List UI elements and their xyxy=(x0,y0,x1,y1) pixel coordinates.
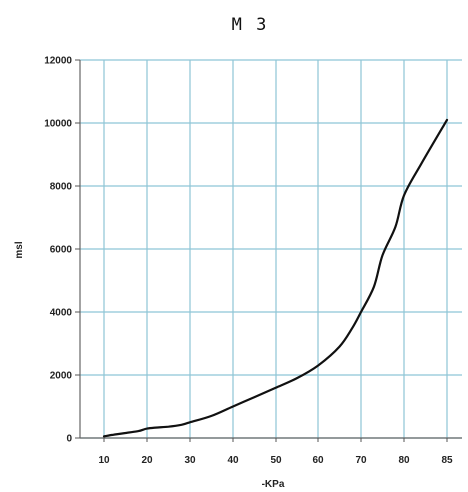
y-axis-label: msl xyxy=(14,241,25,258)
y-tick-label-12000: 12000 xyxy=(44,56,72,67)
x-tick-label-60: 60 xyxy=(312,455,324,466)
y-tick-label-10000: 10000 xyxy=(44,119,72,130)
tick-labels: 0 2000 4000 6000 8000 10000 12000 10 20 30 40 50 60 7… xyxy=(44,56,453,467)
x-tick-label-30: 30 xyxy=(184,455,196,466)
y-tick-label-2000: 2000 xyxy=(50,371,73,382)
x-axis-label: -KPa xyxy=(262,479,285,490)
y-tick-label-8000: 8000 xyxy=(50,182,73,193)
x-tick-label-40: 40 xyxy=(227,455,239,466)
x-tick-label-10: 10 xyxy=(98,455,110,466)
axes xyxy=(75,59,462,442)
series xyxy=(102,118,449,438)
x-tick-label-50: 50 xyxy=(270,455,282,466)
x-tick-label-85: 85 xyxy=(441,455,453,466)
y-tick-label-0: 0 xyxy=(66,434,72,445)
y-tick-label-4000: 4000 xyxy=(50,308,73,319)
x-tick-label-20: 20 xyxy=(141,455,153,466)
chart-title: M 3 xyxy=(232,15,269,35)
grid xyxy=(80,59,462,439)
x-tick-label-80: 80 xyxy=(398,455,410,466)
x-tick-label-70: 70 xyxy=(355,455,367,466)
series-line-0 xyxy=(102,118,449,438)
y-tick-label-6000: 6000 xyxy=(50,245,73,256)
